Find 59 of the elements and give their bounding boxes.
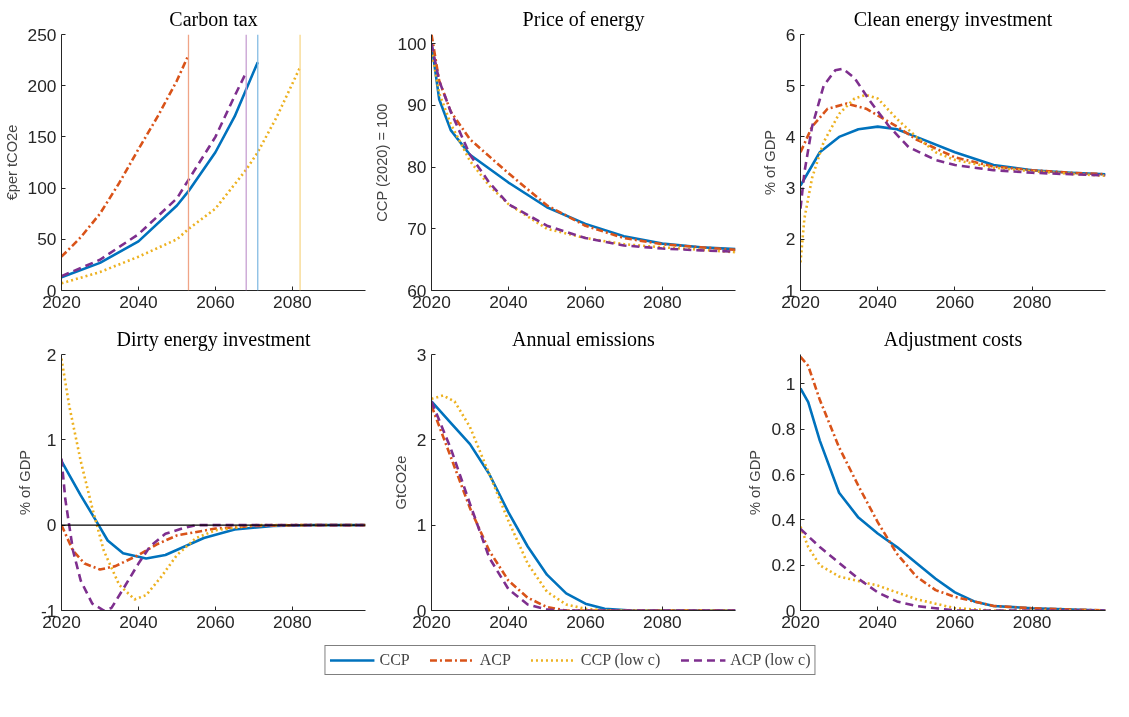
chart-title: Clean energy investment (853, 7, 1053, 31)
y-tick-label: 4 (785, 126, 796, 147)
y-tick-label: 6 (785, 24, 796, 45)
x-tick-label: 2080 (1012, 611, 1052, 632)
y-tick-label: 250 (27, 24, 57, 45)
x-tick-label: 2060 (935, 291, 975, 312)
x-tick-label: 2060 (566, 291, 605, 312)
y-tick-label: 1 (785, 373, 796, 394)
x-tick-label: 2080 (273, 611, 312, 632)
y-axis-title: CCP (2020) = 100 (373, 103, 390, 222)
x-tick-label: 2060 (196, 291, 235, 312)
x-tick-label: 2060 (196, 611, 235, 632)
y-tick-label: 2 (416, 429, 427, 450)
y-tick-label: 2 (785, 229, 796, 250)
y-tick-label: 0.4 (771, 509, 796, 530)
y-axis-title: % of GDP (17, 449, 34, 516)
y-tick-label: 80 (407, 157, 427, 178)
x-tick-label: 2080 (643, 611, 682, 632)
y-tick-label: 1 (416, 515, 427, 536)
x-tick-label: 2080 (273, 291, 312, 312)
x-tick-label: 2040 (489, 611, 528, 632)
y-tick-label: 200 (27, 75, 57, 96)
x-tick-label: 2080 (1012, 291, 1052, 312)
x-tick-label: 2040 (119, 291, 158, 312)
y-tick-label: 2 (46, 344, 57, 365)
x-tick-label: 2040 (858, 611, 897, 632)
chart-title: Annual emissions (512, 327, 656, 350)
y-tick-label: 70 (407, 218, 427, 239)
chart-title: Price of energy (522, 7, 645, 31)
legend-label: CCP (379, 651, 410, 669)
chart-title: Adjustment costs (883, 327, 1023, 351)
y-tick-label: 50 (37, 229, 57, 250)
x-tick-label: 2040 (489, 291, 528, 312)
y-tick-label: 100 (27, 178, 57, 199)
chart-title: Carbon tax (169, 7, 258, 30)
y-tick-label: 90 (407, 95, 427, 116)
y-tick-label: 3 (416, 344, 427, 365)
chart-title: Dirty energy investment (116, 327, 311, 351)
y-tick-label: 3 (785, 178, 796, 199)
y-axis-title: GtCO2e (392, 455, 409, 510)
y-tick-label: 5 (785, 75, 796, 96)
y-axis-title: % of GDP (747, 449, 764, 516)
x-tick-label: 2060 (935, 611, 975, 632)
y-tick-label: 0.6 (771, 464, 796, 485)
y-axis-title: % of GDP (761, 129, 778, 196)
x-tick-label: 2060 (566, 611, 605, 632)
legend-label: ACP (low c) (730, 651, 811, 669)
y-tick-label: 150 (27, 126, 57, 147)
y-tick-label: 100 (397, 33, 427, 54)
legend-label: CCP (low c) (580, 651, 661, 669)
y-tick-label: 1 (46, 429, 57, 450)
x-tick-label: 2080 (643, 291, 682, 312)
x-tick-label: 2040 (858, 291, 897, 312)
y-tick-label: 0.8 (771, 419, 796, 440)
y-tick-label: 0.2 (771, 555, 796, 576)
legend-label: ACP (479, 651, 511, 669)
y-axis-title: €per tCO2e (3, 124, 20, 201)
y-tick-label: 0 (46, 515, 57, 536)
x-tick-label: 2040 (119, 611, 158, 632)
